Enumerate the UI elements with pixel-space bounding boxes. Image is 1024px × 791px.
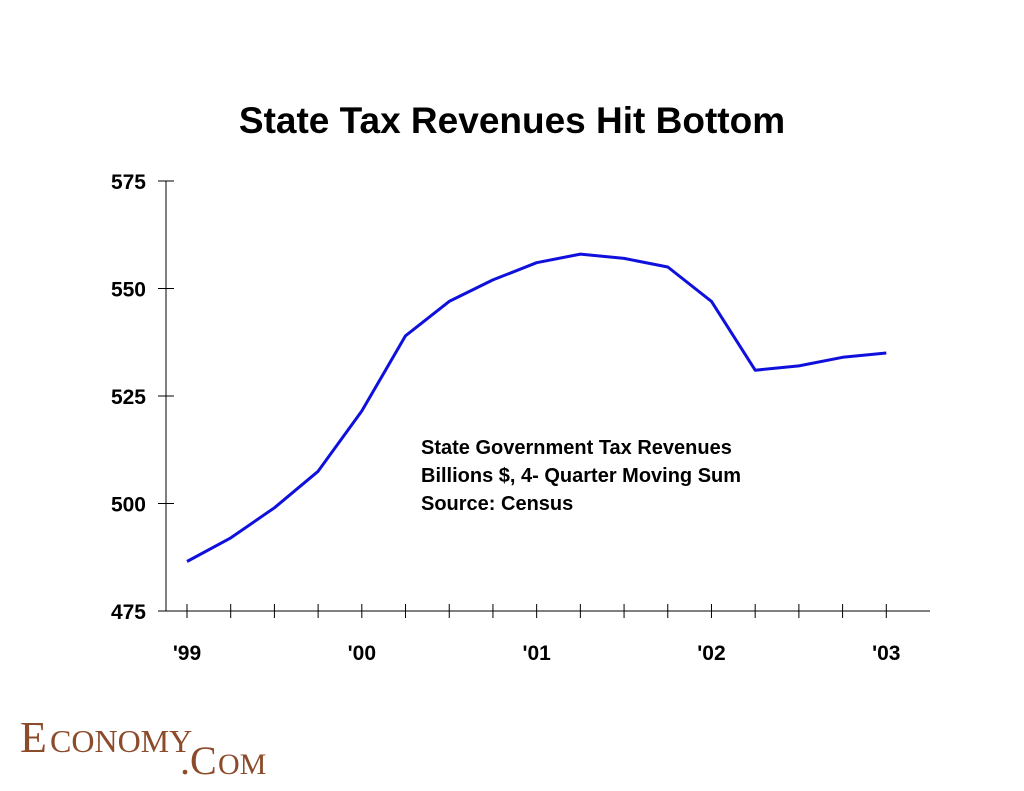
annotation-line-2: Billions $, 4- Quarter Moving Sum	[421, 465, 742, 487]
y-tick-label: 500	[111, 494, 146, 517]
y-tick-label: 475	[111, 601, 146, 624]
svg-text:E: E	[20, 713, 47, 762]
chart-title: State Tax Revenues Hit Bottom	[238, 100, 786, 141]
svg-text:C: C	[190, 738, 217, 782]
svg-text:CONOMY: CONOMY	[50, 723, 192, 759]
x-tick-label: '99	[173, 642, 201, 665]
svg-text:.: .	[180, 738, 190, 782]
y-tick-label: 550	[111, 279, 146, 302]
svg-text:OM: OM	[218, 748, 266, 781]
annotation-line-1: State Government Tax Revenues	[421, 437, 732, 459]
x-tick-label: '01	[522, 642, 551, 665]
x-tick-label: '00	[348, 642, 376, 665]
y-tick-label: 525	[111, 386, 146, 409]
y-tick-label: 575	[111, 171, 146, 194]
logo-wordmark: E CONOMY . C OM	[20, 713, 266, 783]
annotation-line-3: Source: Census	[421, 493, 574, 515]
x-tick-label: '03	[872, 642, 900, 665]
chart-annotation: State Government Tax Revenues Billions $…	[421, 434, 741, 518]
economy-com-logo: E CONOMY . C OM	[20, 712, 280, 787]
x-tick-label: '02	[697, 642, 725, 665]
